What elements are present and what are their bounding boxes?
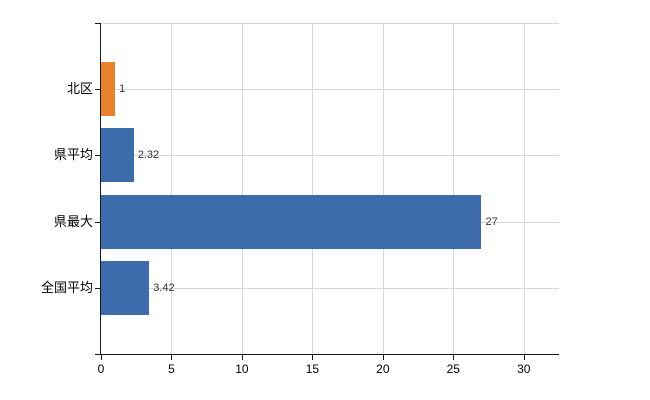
plot-top-gridline (101, 23, 559, 24)
bar-value-label: 2.32 (137, 149, 160, 162)
chart-bar (101, 261, 150, 316)
category-label: 全国平均 (40, 280, 93, 296)
row-gridline (101, 288, 559, 290)
x-axis-tick (101, 355, 102, 360)
vertical-gridline (241, 23, 243, 354)
x-axis-tick (312, 355, 314, 360)
bar-value-label: 3.42 (153, 282, 175, 295)
vertical-gridline (523, 23, 525, 354)
y-axis-tick (95, 221, 101, 223)
category-label: 県平均 (53, 147, 93, 163)
chart-bar (101, 61, 116, 116)
y-axis-tick (95, 288, 101, 290)
x-tick-label: 25 (446, 362, 460, 376)
bar-value-label: 1 (119, 82, 126, 95)
vertical-gridline (312, 23, 314, 354)
x-axis-tick (382, 355, 384, 360)
plot-area: 1 2.32 27 3.42 (101, 23, 559, 354)
x-tick-label: 5 (168, 362, 175, 376)
x-axis-tick (453, 355, 455, 360)
x-tick-label: 10 (235, 362, 249, 376)
vertical-gridline (171, 23, 173, 354)
x-axis-tick (523, 355, 525, 360)
bar-value-label: 27 (485, 215, 498, 228)
x-tick-label: 30 (517, 362, 531, 376)
x-tick-label: 20 (376, 362, 390, 376)
vertical-gridline (453, 23, 455, 354)
chart-bar (101, 128, 134, 183)
x-axis-line (95, 354, 559, 355)
y-axis-tick (95, 23, 101, 24)
x-tick-label: 15 (305, 362, 320, 376)
category-label: 北区 (66, 80, 93, 96)
row-gridline (101, 155, 559, 157)
y-axis-tick (95, 88, 101, 90)
x-axis-tick (171, 355, 173, 360)
category-label: 県最大 (53, 213, 93, 229)
chart-bar (101, 194, 482, 249)
y-axis-tick (95, 155, 101, 157)
x-tick-label: 0 (97, 362, 105, 376)
vertical-gridline (382, 23, 384, 354)
x-axis-tick (241, 355, 243, 360)
y-axis-line (100, 23, 101, 355)
row-gridline (101, 88, 559, 90)
